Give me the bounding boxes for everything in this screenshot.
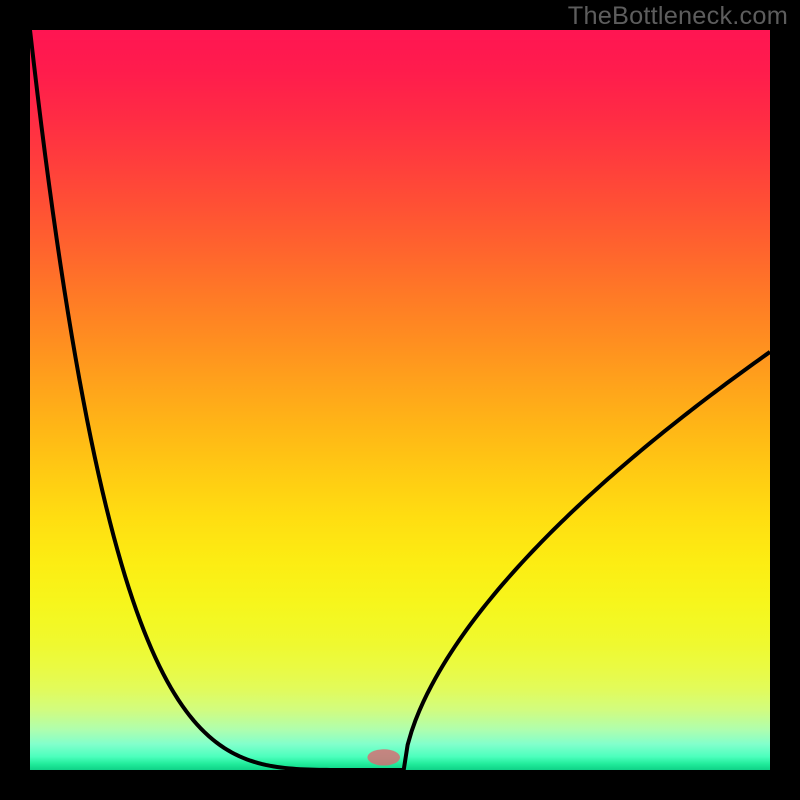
min-marker (367, 749, 400, 765)
gradient-background (30, 30, 770, 770)
watermark-text: TheBottleneck.com (568, 2, 788, 31)
plot-area (30, 30, 770, 770)
plot-svg (30, 30, 770, 770)
chart-container: TheBottleneck.com (0, 0, 800, 800)
